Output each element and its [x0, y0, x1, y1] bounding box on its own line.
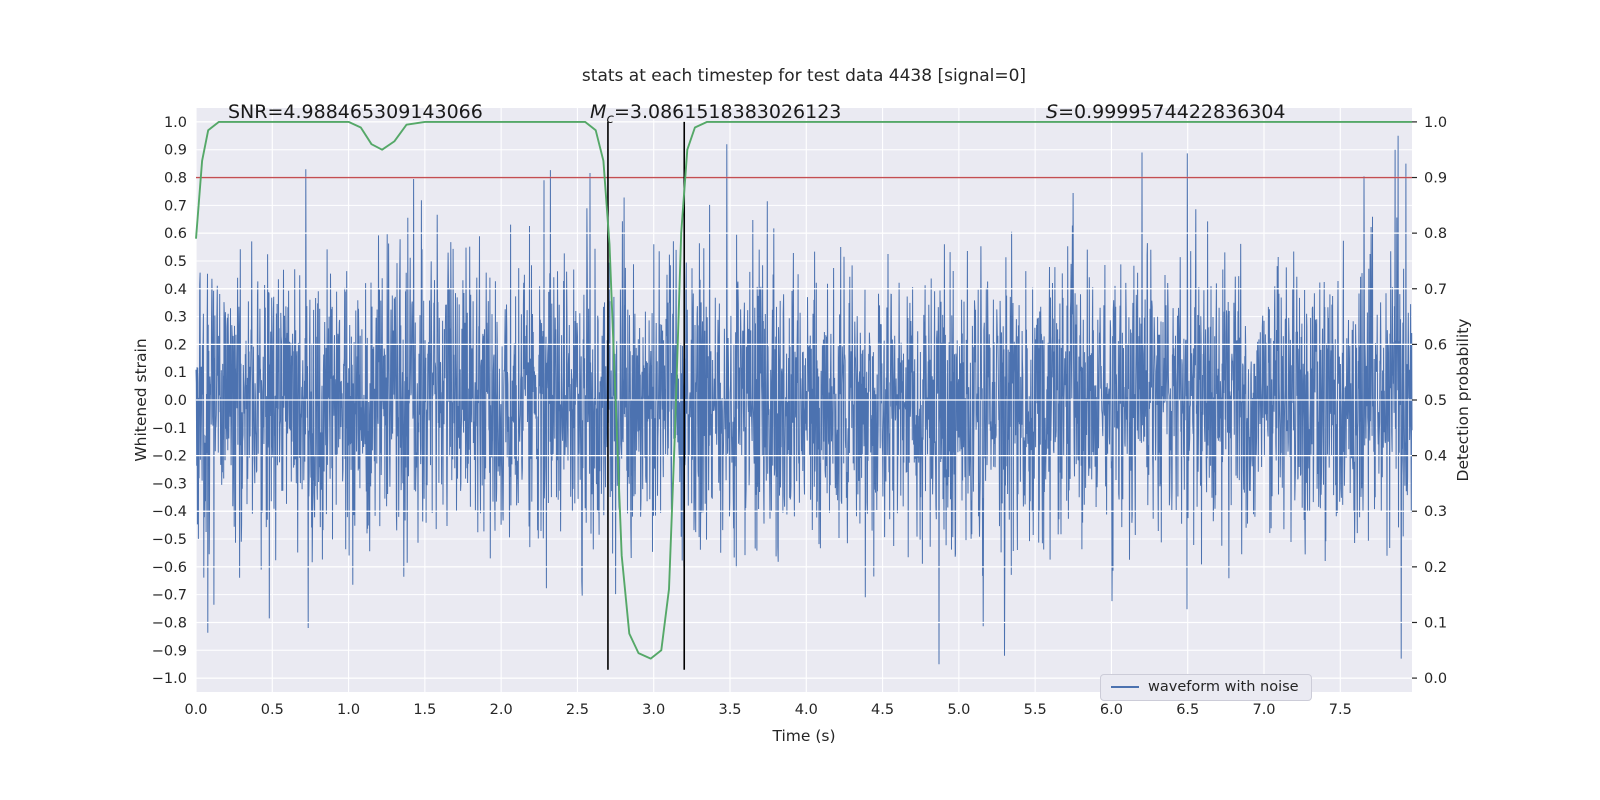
- legend-item-label: waveform with noise: [1148, 679, 1299, 695]
- y-left-tick-label: −0.7: [152, 588, 187, 604]
- x-tick-label: 5.5: [1024, 702, 1047, 718]
- score-symbol: S: [1046, 101, 1059, 123]
- x-tick-label: 5.0: [947, 702, 970, 718]
- snr-annotation-text: SNR=4.988465309143066: [228, 101, 483, 123]
- y-left-tick-label: 0.6: [164, 226, 187, 242]
- x-tick-label: 3.5: [718, 702, 741, 718]
- x-tick-label: 4.0: [795, 702, 818, 718]
- chirp-mass-value: =3.0861518383026123: [613, 101, 842, 123]
- y-left-tick-label: −0.4: [152, 504, 187, 520]
- probability-series: [195, 120, 1412, 660]
- left-axis-label: Whitened strain: [132, 338, 150, 462]
- x-tick-label: 0.5: [261, 702, 284, 718]
- y-left-tick-label: 0.4: [164, 282, 187, 298]
- x-tick-label: 6.5: [1176, 702, 1199, 718]
- y-right-tick-label: 0.7: [1424, 282, 1447, 298]
- y-left-tick-label: 0.8: [164, 171, 187, 187]
- y-left-tick-label: −0.2: [152, 449, 187, 465]
- y-left-tick-label: −0.8: [152, 615, 187, 631]
- waveform-series: [195, 135, 1413, 665]
- y-left-tick-label: 0.0: [164, 393, 187, 409]
- y-left-tick-label: −0.5: [152, 532, 187, 548]
- y-left-tick-label: 0.3: [164, 310, 187, 326]
- chirp-mass-annotation: Mc=3.0861518383026123: [590, 101, 841, 127]
- x-tick-label: 3.0: [642, 702, 665, 718]
- y-right-tick-label: 0.4: [1424, 449, 1447, 465]
- score-value: =0.9999574422836304: [1058, 101, 1286, 123]
- x-tick-label: 2.0: [490, 702, 513, 718]
- x-tick-label: 7.5: [1329, 702, 1352, 718]
- y-left-tick-label: 0.9: [164, 143, 187, 159]
- y-right-tick-label: 0.2: [1424, 560, 1447, 576]
- x-tick-label: 6.0: [1100, 702, 1123, 718]
- legend: waveform with noise: [1100, 674, 1312, 701]
- y-right-tick-label: 0.8: [1424, 226, 1447, 242]
- y-left-tick-label: 0.7: [164, 198, 187, 214]
- chart-title: stats at each timestep for test data 443…: [581, 66, 1027, 86]
- snr-annotation: SNR=4.988465309143066: [228, 101, 483, 123]
- y-right-tick-label: 0.0: [1424, 671, 1447, 687]
- y-left-tick-label: −0.3: [152, 476, 187, 492]
- chirp-mass-symbol: M: [590, 101, 607, 123]
- y-left-tick-label: 0.2: [164, 337, 187, 353]
- x-tick-label: 0.0: [184, 702, 207, 718]
- y-left-tick-label: −1.0: [152, 671, 187, 687]
- chirp-mass-subscript: c: [606, 110, 614, 127]
- y-left-tick-label: 0.5: [164, 254, 187, 270]
- y-left-tick-label: −0.6: [152, 560, 187, 576]
- y-left-tick-label: −0.9: [152, 643, 187, 659]
- y-left-tick-label: 0.1: [164, 365, 187, 381]
- y-right-tick-label: 0.9: [1424, 171, 1447, 187]
- legend-line-sample: [1111, 686, 1139, 688]
- x-tick-label: 2.5: [566, 702, 589, 718]
- x-tick-label: 4.5: [871, 702, 894, 718]
- y-left-tick-label: −0.1: [152, 421, 187, 437]
- right-axis-label: Detection probability: [1454, 318, 1472, 482]
- y-right-tick-label: 0.5: [1424, 393, 1447, 409]
- y-right-tick-label: 0.3: [1424, 504, 1447, 520]
- y-right-tick-label: 0.1: [1424, 615, 1447, 631]
- x-tick-label: 1.5: [413, 702, 436, 718]
- y-left-tick-label: 1.0: [164, 115, 187, 131]
- x-tick-label: 7.0: [1252, 702, 1275, 718]
- x-tick-label: 1.0: [337, 702, 360, 718]
- y-right-tick-label: 0.6: [1424, 337, 1447, 353]
- x-axis-label: Time (s): [772, 727, 836, 745]
- score-annotation: S=0.9999574422836304: [1046, 101, 1286, 123]
- y-right-tick-label: 1.0: [1424, 115, 1447, 131]
